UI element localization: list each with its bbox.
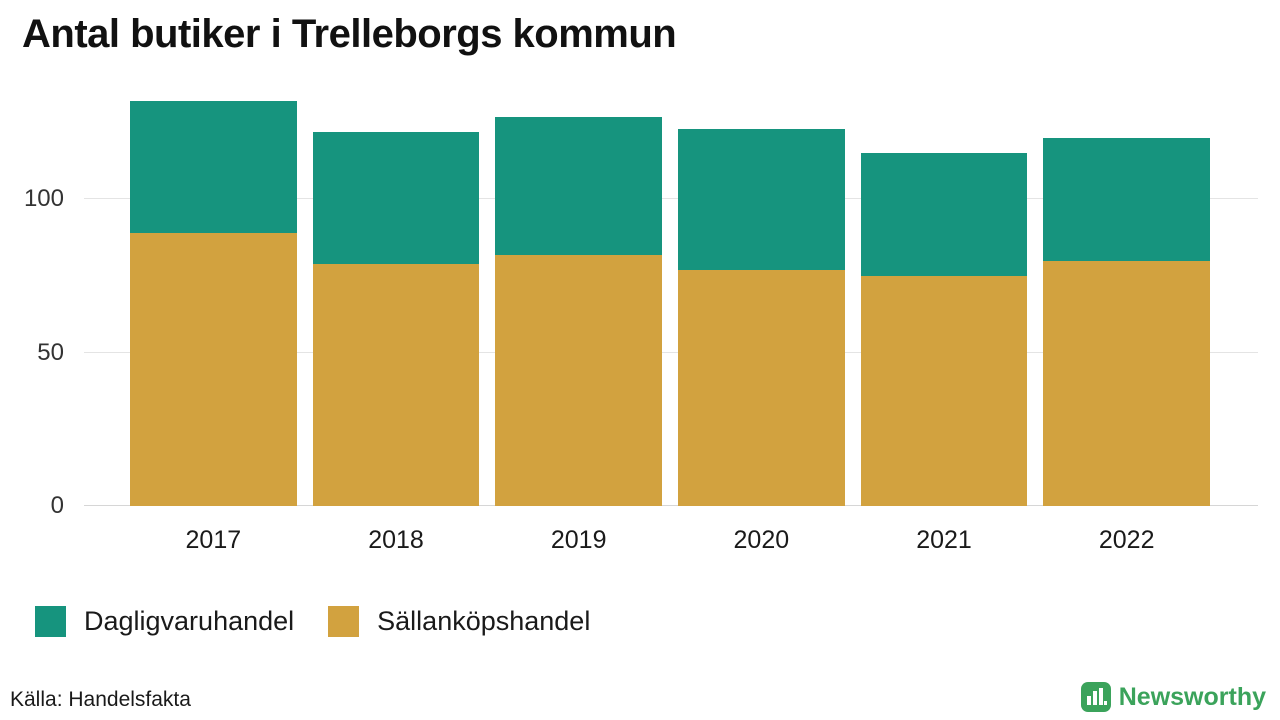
bar-segment-sallankopshandel-2017 xyxy=(130,233,297,506)
page-title: Antal butiker i Trelleborgs kommun xyxy=(22,12,677,56)
bar-segment-sallankopshandel-2021 xyxy=(860,276,1028,506)
bar-segment-dagligvaruhandel-2022 xyxy=(1043,138,1211,261)
legend-label-dagligvaruhandel: Dagligvaruhandel xyxy=(84,606,295,636)
newsworthy-logo-icon xyxy=(1080,682,1111,712)
x-axis: 2017 2018 2019 2020 2021 2022 xyxy=(84,526,1258,555)
bar-2020 xyxy=(678,86,845,506)
bars xyxy=(84,86,1258,506)
gridlines xyxy=(84,86,1258,506)
x-axis-label-2021: 2021 xyxy=(916,526,972,554)
gridline-0 xyxy=(84,505,1258,506)
bar-segment-dagligvaruhandel-2020 xyxy=(678,128,845,270)
x-axis-label-2019: 2019 xyxy=(550,526,607,554)
chart-plot-area xyxy=(84,86,1258,506)
x-axis-label-2017: 2017 xyxy=(185,526,242,554)
bar-segment-sallankopshandel-2020 xyxy=(678,269,845,506)
legend-swatch-dagligvaruhandel xyxy=(35,606,66,637)
source-text: Källa: Handelsfakta xyxy=(10,688,191,711)
bar-segment-sallankopshandel-2022 xyxy=(1043,260,1211,506)
bar-segment-sallankopshandel-2018 xyxy=(312,263,480,506)
x-axis-label-2018: 2018 xyxy=(368,526,424,554)
legend: Dagligvaruhandel Sällanköpshandel xyxy=(35,606,590,637)
y-axis: 0 50 100 xyxy=(0,86,74,519)
bar-2021 xyxy=(860,86,1028,506)
gridline-50 xyxy=(84,351,1258,353)
newsworthy-brand-link[interactable]: Newsworthy xyxy=(1080,682,1266,712)
y-axis-tick-label-0: 0 xyxy=(50,492,64,519)
bar-2017 xyxy=(130,86,297,506)
gridline-100 xyxy=(84,198,1258,200)
bar-segment-dagligvaruhandel-2019 xyxy=(495,116,663,255)
bar-2019 xyxy=(495,86,663,506)
x-axis-label-2020: 2020 xyxy=(733,526,790,554)
legend-label-sallankopshandel: Sällanköpshandel xyxy=(377,606,591,636)
y-axis-tick-label-100: 100 xyxy=(23,185,64,213)
bar-segment-sallankopshandel-2019 xyxy=(495,254,663,506)
y-axis-tick-label-50: 50 xyxy=(37,338,64,366)
bar-segment-dagligvaruhandel-2021 xyxy=(860,153,1028,277)
bar-segment-dagligvaruhandel-2018 xyxy=(312,132,480,264)
legend-swatch-sallankopshandel xyxy=(328,606,360,637)
bar-2022 xyxy=(1043,86,1211,506)
bar-2018 xyxy=(312,86,480,506)
x-axis-label-2022: 2022 xyxy=(1098,526,1155,554)
legend-item-dagligvaruhandel: Dagligvaruhandel xyxy=(35,606,294,637)
newsworthy-brand-name: Newsworthy xyxy=(1118,682,1266,711)
bar-segment-dagligvaruhandel-2017 xyxy=(130,101,297,234)
legend-item-sallankopshandel: Sällanköpshandel xyxy=(328,606,590,637)
